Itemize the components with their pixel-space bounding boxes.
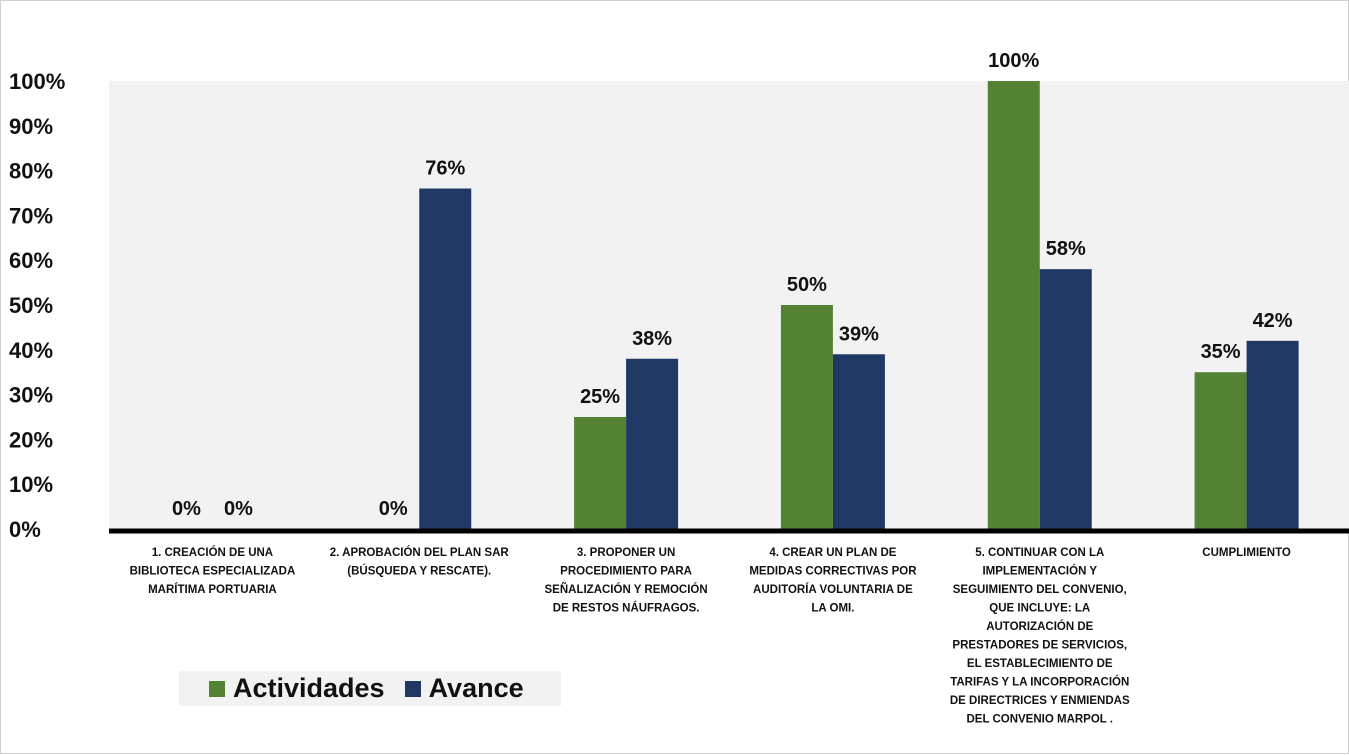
y-axis: 0% 10% 20% 30% 40% 50% 60% 70% 80% 90% 100%	[9, 69, 65, 542]
bar-actividades	[574, 417, 627, 529]
bar-avance	[1246, 340, 1299, 529]
y-tick-label: 0%	[9, 517, 41, 542]
data-label-avance: 76%	[425, 158, 465, 180]
bar-actividades	[987, 81, 1040, 529]
data-label-avance: 38%	[632, 328, 672, 350]
legend-label-avance: Avance	[428, 673, 524, 703]
x-category-label: CUMPLIMIENTO	[1202, 547, 1291, 559]
x-category-label: 5. CONTINUAR CON LA IMPLEMENTACIÓN Y SEGUI…	[950, 547, 1130, 726]
x-category-label: 4. CREAR UN PLAN DE MEDIDAS CORRECTIVAS P…	[749, 547, 917, 615]
data-label-avance: 39%	[839, 323, 879, 345]
data-label-avance: 0%	[224, 498, 253, 520]
legend-swatch-actividades	[209, 680, 225, 697]
legend-item-actividades: Actividades	[209, 673, 385, 704]
y-tick-label: 30%	[9, 383, 53, 408]
x-category-label: 3. PROPONER UN PROCEDIMIENTO PARA SEÑALIZA…	[545, 547, 708, 615]
legend-swatch-avance	[404, 680, 421, 697]
y-tick-label: 70%	[9, 203, 53, 228]
bar-avance	[419, 188, 472, 529]
data-label-actividades: 100%	[988, 50, 1039, 72]
plot-area	[109, 81, 1349, 529]
legend-item-avance: Avance	[404, 673, 524, 704]
data-label-actividades: 25%	[580, 386, 620, 408]
data-labels: 0% 0% 25% 50% 100% 35% 0% 76% 38% 39% 58% 42%	[172, 50, 1293, 520]
data-label-actividades: 0%	[379, 498, 408, 520]
legend: Actividades Avance	[179, 671, 561, 706]
y-tick-label: 50%	[9, 293, 53, 318]
bars	[419, 81, 1299, 529]
y-tick-label: 60%	[9, 248, 53, 273]
y-tick-label: 40%	[9, 338, 53, 363]
x-category-label: 2. APROBACIÓN DEL PLAN SAR (BÚSQUEDA Y RE…	[330, 546, 510, 578]
bar-actividades	[780, 305, 833, 529]
data-label-actividades: 50%	[787, 274, 827, 296]
bar-avance	[626, 358, 679, 529]
legend-label-actividades: Actividades	[233, 673, 385, 703]
data-label-avance: 58%	[1046, 238, 1086, 260]
data-label-actividades: 35%	[1201, 341, 1241, 363]
y-tick-label: 80%	[9, 159, 53, 184]
y-tick-label: 90%	[9, 114, 53, 139]
bar-avance	[1039, 269, 1092, 529]
y-tick-label: 20%	[9, 427, 53, 452]
data-label-actividades: 0%	[172, 498, 201, 520]
x-category-label: 1. CREACIÓN DE UNA BIBLIOTECA ESPECIALIZA…	[130, 546, 296, 596]
y-tick-label: 100%	[9, 69, 65, 94]
x-axis-categories: 1. CREACIÓN DE UNA BIBLIOTECA ESPECIALIZA…	[130, 546, 1291, 726]
y-tick-label: 10%	[9, 472, 53, 497]
data-label-avance: 42%	[1253, 310, 1293, 332]
bar-actividades	[1194, 372, 1247, 529]
bar-avance	[832, 354, 885, 529]
